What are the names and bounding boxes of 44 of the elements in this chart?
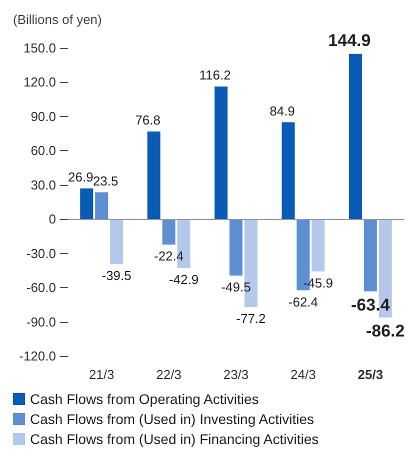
legend-label: Cash Flows from (Used in) Investing Activities xyxy=(30,411,314,427)
data-label: 116.2 xyxy=(199,68,231,83)
data-label: 84.9 xyxy=(270,103,295,118)
data-label: 76.8 xyxy=(135,112,161,128)
y-tick-label: 60.0 xyxy=(30,143,56,158)
x-tick-label: 21/3 xyxy=(88,367,114,382)
data-label: -22.4 xyxy=(154,248,184,264)
bar xyxy=(364,219,377,292)
bar xyxy=(162,219,176,245)
legend-label: Cash Flows from (Used in) Financing Activities xyxy=(30,431,319,447)
bar xyxy=(147,132,160,220)
bar xyxy=(282,122,295,220)
y-tick-label: -120.0 xyxy=(19,348,56,364)
y-axis-title: (Billions of yen) xyxy=(13,12,102,27)
bar xyxy=(348,54,362,220)
bar xyxy=(110,219,124,264)
data-label: -63.4 xyxy=(351,295,390,314)
legend-label: Cash Flows from Operating Activities xyxy=(30,391,259,407)
y-tick-label: 150.0 xyxy=(23,40,56,56)
data-label: -39.5 xyxy=(102,268,132,284)
y-tick-label: 30.0 xyxy=(30,177,56,192)
y-tick-label: -60.0 xyxy=(26,280,56,296)
bar xyxy=(95,192,108,220)
data-label: 23.5 xyxy=(92,173,118,188)
x-tick-label: 22/3 xyxy=(156,367,182,382)
data-label: -49.5 xyxy=(221,280,251,295)
x-tick-label: 25/3 xyxy=(358,367,384,382)
bar xyxy=(80,188,94,220)
data-label: -62.4 xyxy=(288,294,318,310)
bar xyxy=(230,219,242,276)
y-tick-label: -90.0 xyxy=(26,314,56,330)
y-tick-label: 0 xyxy=(48,212,56,227)
bar xyxy=(312,219,325,272)
y-tick-label: 90.0 xyxy=(30,108,56,124)
x-tick-label: 23/3 xyxy=(223,367,249,382)
data-label: -77.2 xyxy=(236,311,266,326)
data-label: 144.9 xyxy=(328,30,371,50)
y-tick-label: -30.0 xyxy=(26,246,56,261)
y-tick-label: 120.0 xyxy=(23,74,56,90)
data-label: -86.2 xyxy=(366,321,405,340)
x-tick-label: 24/3 xyxy=(290,367,316,382)
data-label: 26.9 xyxy=(68,169,94,184)
bar xyxy=(214,86,228,220)
data-label: -42.9 xyxy=(168,272,199,288)
